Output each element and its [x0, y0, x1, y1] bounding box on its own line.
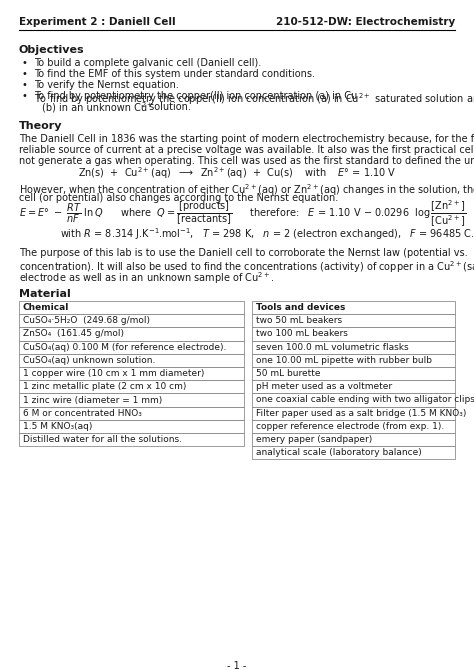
Text: To find the EMF of this system under standard conditions.: To find the EMF of this system under sta…	[34, 69, 315, 79]
Text: - 1 -: - 1 -	[228, 661, 246, 670]
Text: CuSO₄(aq) unknown solution.: CuSO₄(aq) unknown solution.	[23, 356, 155, 365]
Text: Material: Material	[19, 289, 71, 299]
Text: electrode as well as in an unknown sample of Cu$^{2+}$.: electrode as well as in an unknown sampl…	[19, 270, 275, 286]
Text: two 50 mL beakers: two 50 mL beakers	[256, 316, 342, 326]
Text: 210-512-DW: Electrochemistry: 210-512-DW: Electrochemistry	[276, 17, 455, 27]
Text: The purpose of this lab is to use the Daniell cell to corroborate the Nernst law: The purpose of this lab is to use the Da…	[19, 248, 468, 258]
Text: $E = E°\ -\ \dfrac{RT}{nF}\ \ln Q$      where  $Q = \dfrac{[\mathrm{products}]}{: $E = E°\ -\ \dfrac{RT}{nF}\ \ln Q$ where…	[19, 199, 474, 229]
Text: not generate a gas when operating. This cell was used as the first standard to d: not generate a gas when operating. This …	[19, 156, 474, 166]
Bar	[19, 433, 244, 446]
Text: 1.5 M KNO₃(aq): 1.5 M KNO₃(aq)	[23, 422, 92, 431]
Text: two 100 mL beakers: two 100 mL beakers	[256, 330, 348, 338]
Bar	[252, 367, 455, 380]
Text: cell (or potential) also changes according to the Nernst equation.: cell (or potential) also changes accordi…	[19, 193, 338, 203]
Bar	[252, 446, 455, 460]
Text: The Daniell Cell in 1836 was the starting point of modern electrochemistry becau: The Daniell Cell in 1836 was the startin…	[19, 134, 474, 144]
Bar	[19, 328, 244, 340]
Text: 1 zinc metallic plate (2 cm x 10 cm): 1 zinc metallic plate (2 cm x 10 cm)	[23, 383, 186, 391]
Text: •: •	[22, 91, 28, 101]
Text: one coaxial cable ending with two alligator clips: one coaxial cable ending with two alliga…	[256, 395, 474, 405]
Bar	[252, 314, 455, 328]
Bar	[252, 407, 455, 420]
Bar	[252, 420, 455, 433]
Text: Distilled water for all the solutions.: Distilled water for all the solutions.	[23, 435, 182, 444]
Text: 1 copper wire (10 cm x 1 mm diameter): 1 copper wire (10 cm x 1 mm diameter)	[23, 369, 204, 378]
Text: solution.: solution.	[146, 102, 191, 112]
Text: •: •	[22, 69, 28, 79]
Bar	[19, 301, 244, 314]
Text: •: •	[22, 80, 28, 90]
Text: ZnSO₄  (161.45 g/mol): ZnSO₄ (161.45 g/mol)	[23, 330, 124, 338]
Bar	[19, 420, 244, 433]
Text: To verify the Nernst equation.: To verify the Nernst equation.	[34, 80, 179, 90]
Text: To build a complete galvanic cell (Daniell cell).: To build a complete galvanic cell (Danie…	[34, 58, 261, 68]
Text: 50 mL burette: 50 mL burette	[256, 369, 320, 378]
Text: To find by potentiometry the copper(II) ion concentration (a) in Cu: To find by potentiometry the copper(II) …	[34, 91, 357, 101]
Text: However, when the concentration of either Cu$^{2+}$(aq) or Zn$^{2+}$(aq) changes: However, when the concentration of eithe…	[19, 182, 474, 198]
Bar	[19, 367, 244, 380]
Bar	[19, 407, 244, 420]
Text: CuSO₄(aq) 0.100 M (for reference electrode).: CuSO₄(aq) 0.100 M (for reference electro…	[23, 342, 227, 352]
Bar	[252, 393, 455, 407]
Text: (b) in an unknown Cu: (b) in an unknown Cu	[42, 102, 147, 112]
Text: one 10.00 mL pipette with rubber bulb: one 10.00 mL pipette with rubber bulb	[256, 356, 432, 365]
Text: copper reference electrode (from exp. 1).: copper reference electrode (from exp. 1)…	[256, 422, 444, 431]
Text: analytical scale (laboratory balance): analytical scale (laboratory balance)	[256, 448, 422, 458]
Text: To find by potentiometry the copper(II) ion concentration (a) in Cu$^{2+}$ satur: To find by potentiometry the copper(II) …	[34, 91, 474, 107]
Text: Objectives: Objectives	[19, 45, 85, 55]
Text: emery paper (sandpaper): emery paper (sandpaper)	[256, 435, 372, 444]
Bar	[252, 380, 455, 393]
Text: pH meter used as a voltmeter: pH meter used as a voltmeter	[256, 383, 392, 391]
Text: with $R$ = 8.314 J.K$^{-1}$.mol$^{-1}$,   $T$ = 298 K,   $n$ = 2 (electron excha: with $R$ = 8.314 J.K$^{-1}$.mol$^{-1}$, …	[60, 226, 474, 242]
Bar	[19, 393, 244, 407]
Text: 6 M or concentrated HNO₃: 6 M or concentrated HNO₃	[23, 409, 142, 417]
Text: seven 100.0 mL volumetric flasks: seven 100.0 mL volumetric flasks	[256, 342, 409, 352]
Text: Chemical: Chemical	[23, 303, 69, 312]
Text: •: •	[22, 58, 28, 68]
Text: concentration). It will also be used to find the concentrations (activity) of co: concentration). It will also be used to …	[19, 259, 474, 275]
Bar	[252, 354, 455, 367]
Bar	[19, 314, 244, 328]
Text: reliable source of current at a precise voltage was available. It also was the f: reliable source of current at a precise …	[19, 145, 474, 155]
Text: Experiment 2 : Daniell Cell: Experiment 2 : Daniell Cell	[19, 17, 176, 27]
Text: CuSO₄·5H₂O  (249.68 g/mol): CuSO₄·5H₂O (249.68 g/mol)	[23, 316, 150, 326]
Bar	[252, 340, 455, 354]
Bar	[252, 328, 455, 340]
Text: Theory: Theory	[19, 121, 63, 131]
Bar	[19, 354, 244, 367]
Bar	[19, 380, 244, 393]
Text: Filter paper used as a salt bridge (1.5 M KNO₃): Filter paper used as a salt bridge (1.5 …	[256, 409, 466, 417]
Text: Zn(s)  +  Cu$^{2+}$(aq)  $\longrightarrow$  Zn$^{2+}$(aq)  +  Cu(s)    with    $: Zn(s) + Cu$^{2+}$(aq) $\longrightarrow$ …	[78, 165, 396, 181]
Text: 1 zinc wire (diameter = 1 mm): 1 zinc wire (diameter = 1 mm)	[23, 395, 162, 405]
Bar	[19, 340, 244, 354]
Text: Tools and devices: Tools and devices	[256, 303, 346, 312]
Text: $^{2+}$: $^{2+}$	[141, 102, 154, 112]
Bar	[252, 433, 455, 446]
Bar	[252, 301, 455, 314]
